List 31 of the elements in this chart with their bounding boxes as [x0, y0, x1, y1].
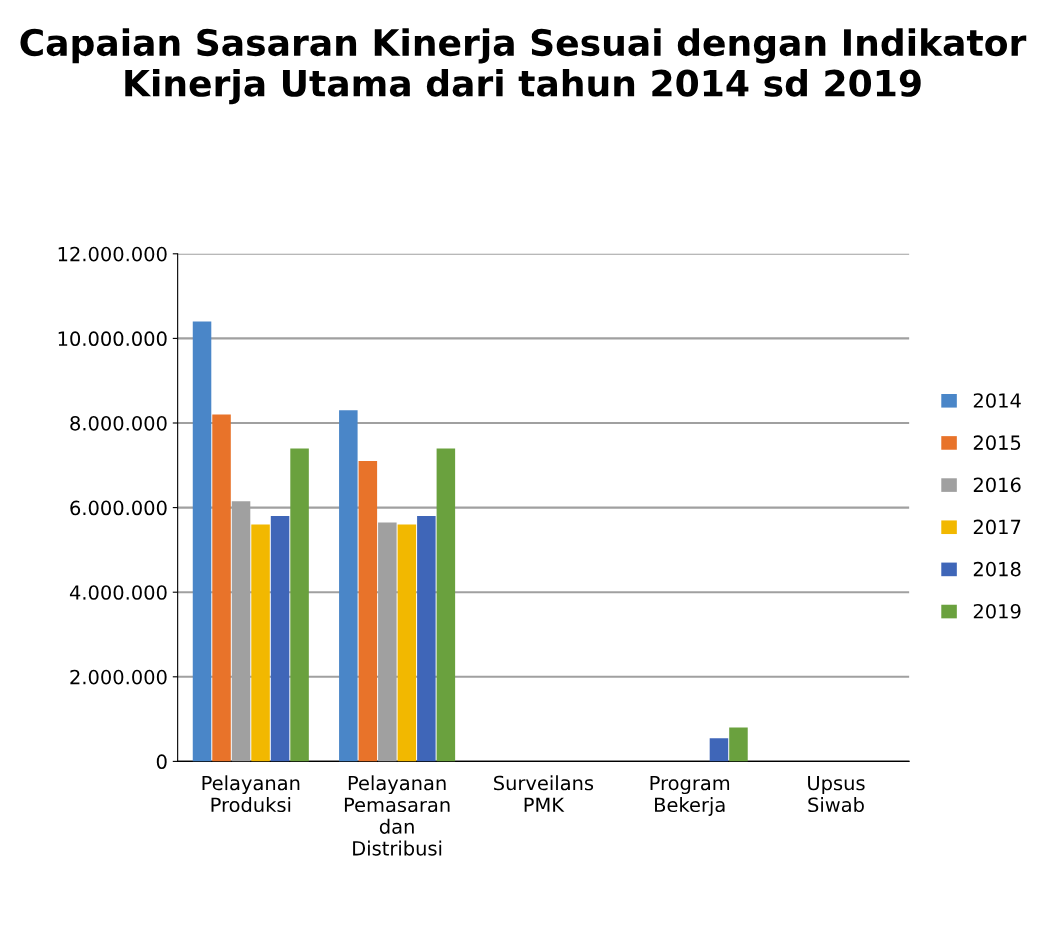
x-tick-label: Program Bekerja [650, 775, 730, 816]
bar [417, 516, 436, 762]
bar [709, 738, 729, 762]
x-tick-label: Surveilans PMK [494, 775, 594, 812]
legend-label: 2014 [973, 393, 1021, 408]
y-tick-label: 4.000.000 [69, 585, 167, 600]
chart-title: Capaian Sasaran Kinerja Sesuai dengan Indikator Kinerja Utama dari tahun 2014 sd 2019 [20, 28, 1027, 105]
bar [270, 516, 290, 762]
bar [339, 410, 358, 762]
legend-label: 2019 [973, 603, 1021, 619]
x-tick-label: Pelayanan Produksi [202, 775, 300, 813]
x-tick-label: Upsus Siwab [808, 775, 865, 813]
y-tick-label: 0 [156, 754, 167, 770]
y-tick-label: 12.000.000 [58, 246, 167, 262]
bar [192, 321, 212, 762]
bar [436, 448, 456, 762]
bar [212, 414, 231, 762]
y-tick-label: 8.000.000 [70, 415, 167, 431]
bar [358, 461, 378, 762]
x-tick-label: Pelayanan Pemasaran dan Distribusi [344, 775, 450, 856]
bar [397, 524, 417, 762]
legend-label: 2015 [973, 435, 1021, 451]
bar [290, 448, 309, 762]
legend-label: 2017 [973, 519, 1021, 535]
y-tick-label: 10.000.000 [58, 331, 167, 347]
legend-label: 2018 [973, 561, 1021, 577]
y-tick-label: 2.000.000 [70, 669, 167, 685]
bar [729, 727, 748, 762]
legend-label: 2016 [973, 477, 1021, 493]
y-tick-label: 6.000.000 [70, 500, 167, 516]
bar [251, 524, 270, 762]
